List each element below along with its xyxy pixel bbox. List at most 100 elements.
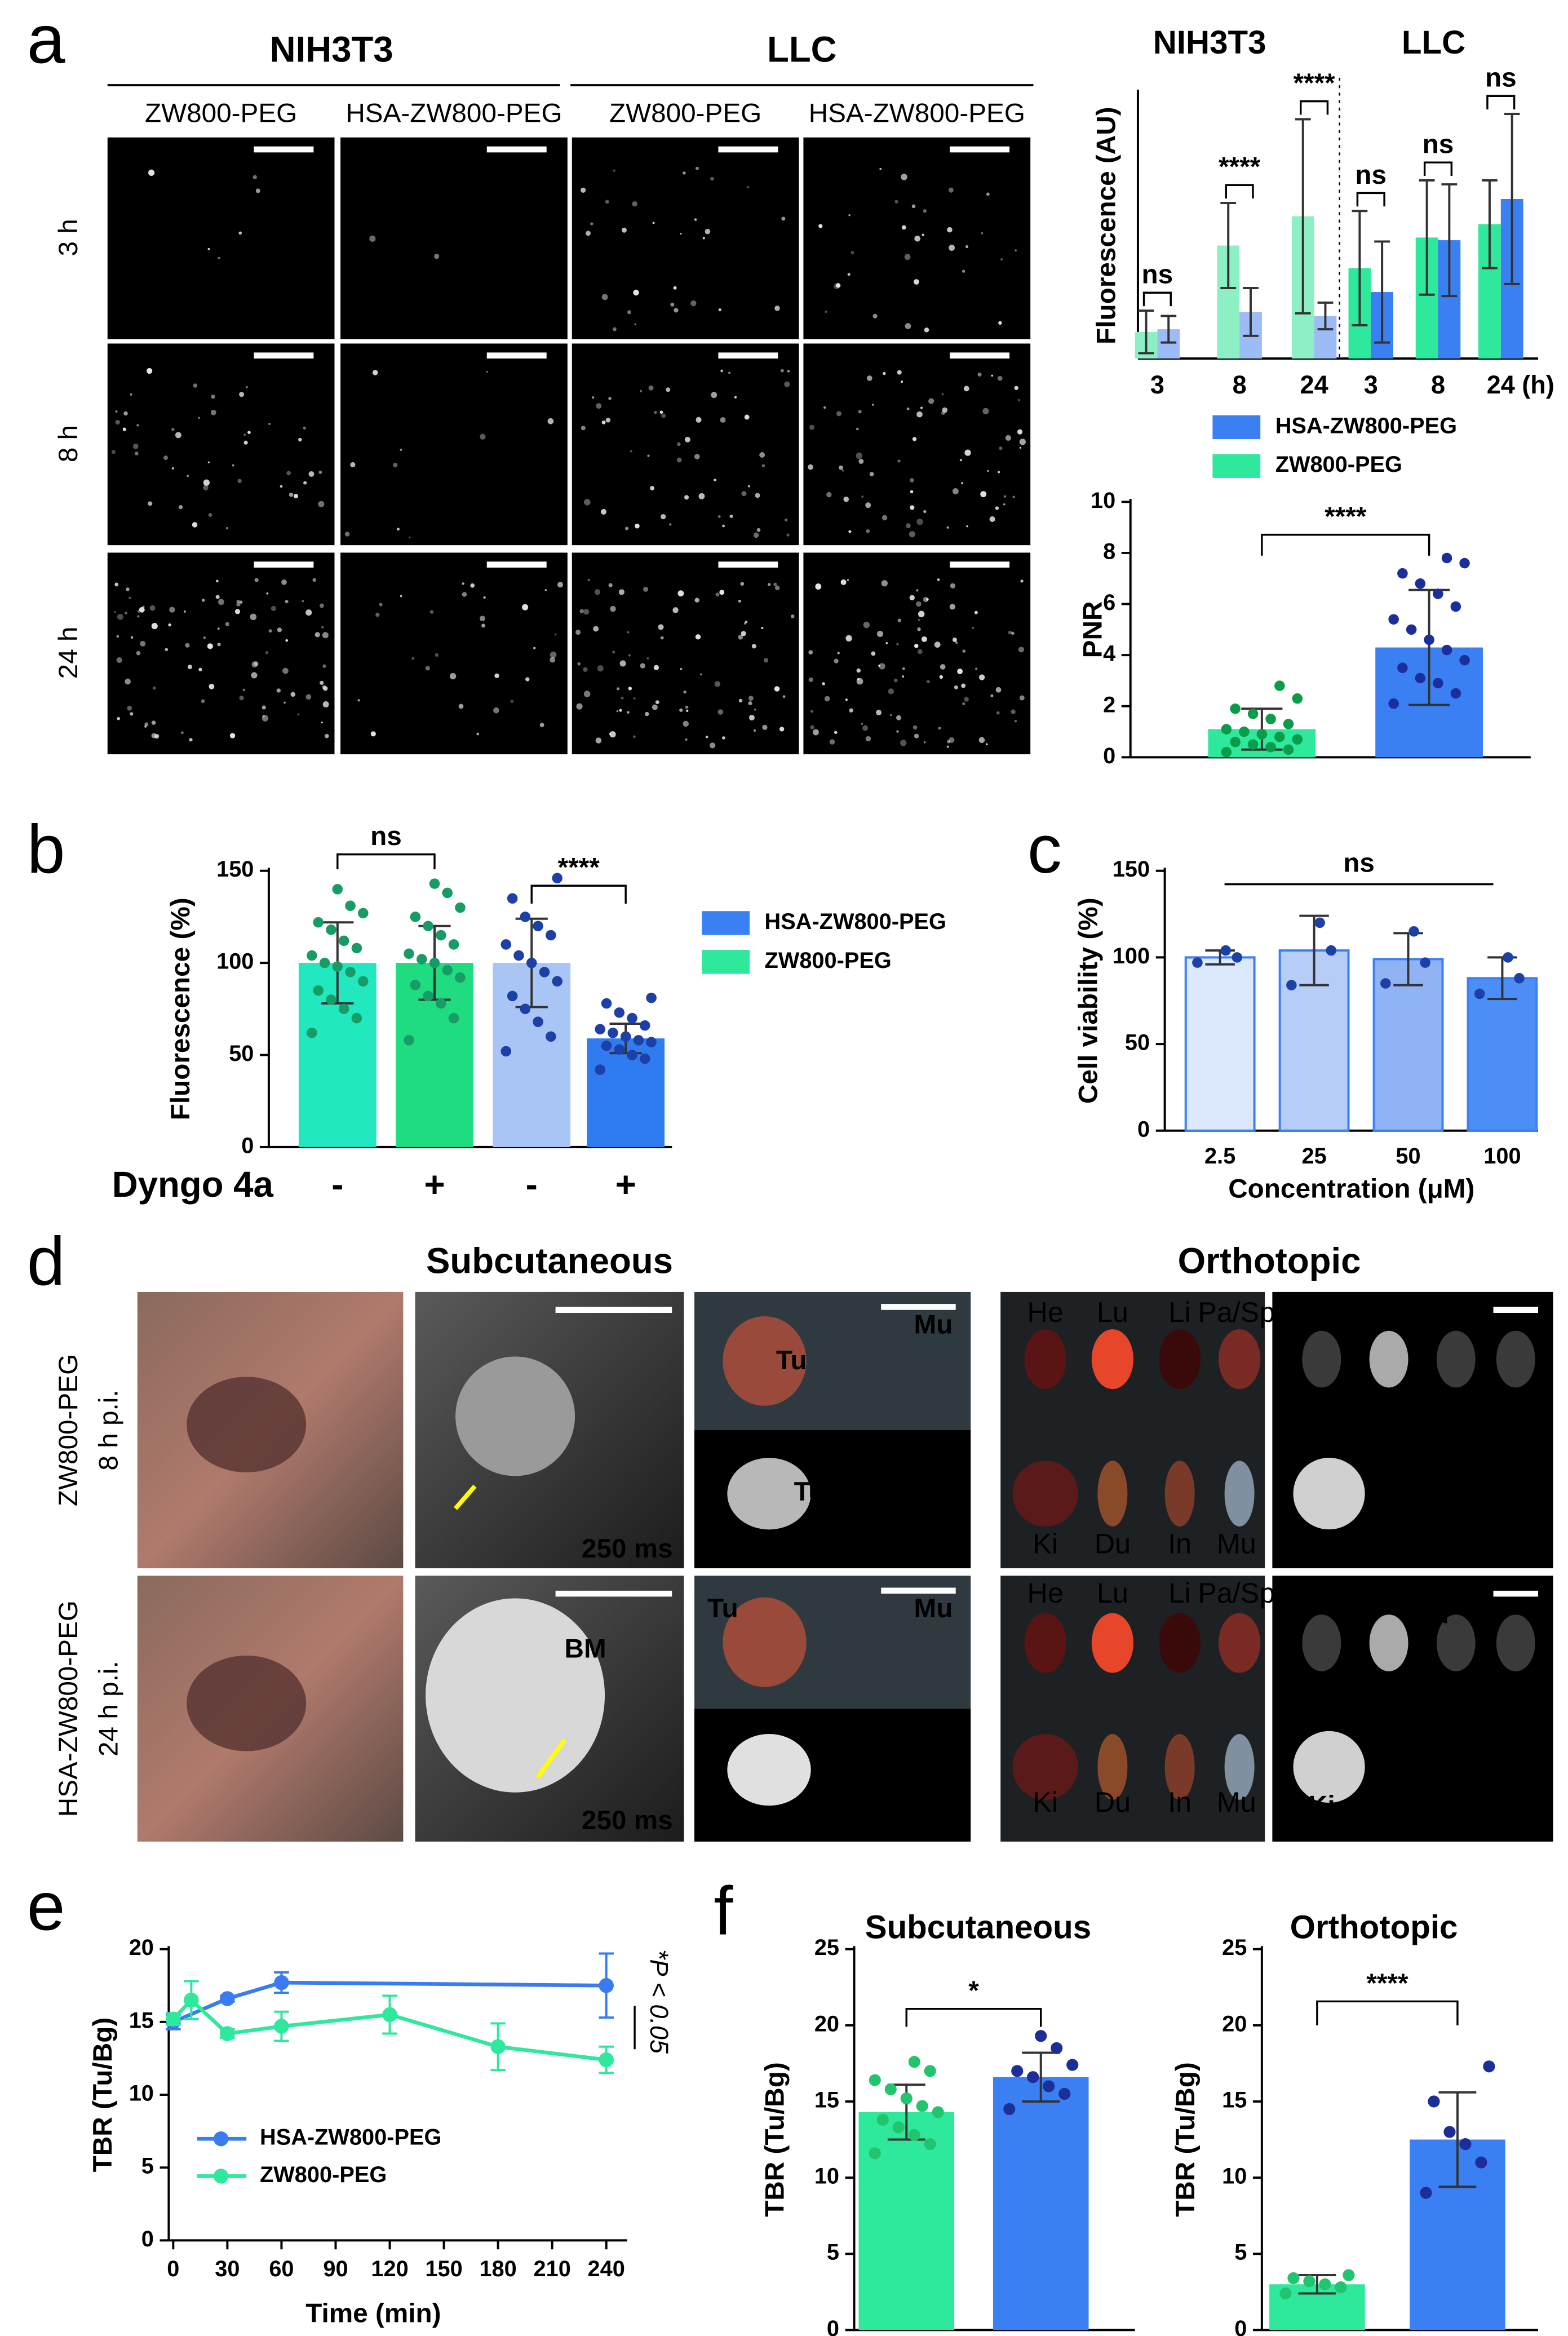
speckle: [647, 454, 650, 457]
significance-bracket: [1423, 161, 1453, 176]
speckle: [621, 696, 624, 700]
series-point: [166, 2011, 181, 2027]
data-point: [1326, 945, 1337, 956]
speckle: [136, 424, 139, 427]
y-tick-label: 15: [814, 2087, 839, 2112]
speckle: [612, 327, 617, 331]
significance-label: ****: [1219, 152, 1261, 182]
organ-label: Li: [1169, 1296, 1191, 1328]
organ: [1091, 1329, 1133, 1390]
speckle: [897, 618, 902, 622]
speckle: [243, 433, 246, 436]
y-tick-label: 100: [216, 949, 254, 974]
x-unit: (h): [1522, 370, 1554, 399]
organ: [1164, 1461, 1195, 1527]
speckle: [583, 609, 590, 615]
y-tick-label: 20: [129, 1935, 154, 1960]
organ-label: Du: [1095, 1528, 1131, 1560]
y-tick-label: 5: [1234, 2240, 1247, 2265]
speckle: [825, 311, 827, 313]
speckle: [851, 251, 854, 255]
speckle: [180, 731, 184, 735]
speckle: [989, 516, 995, 522]
data-point: [1343, 2269, 1355, 2281]
speckle: [847, 273, 851, 276]
speckle: [247, 431, 251, 434]
speckle: [576, 703, 583, 710]
organ: [1012, 1461, 1078, 1527]
bar: [1467, 977, 1538, 1132]
significance-bracket: [1261, 533, 1430, 556]
speckle: [522, 604, 529, 610]
speckle: [878, 664, 880, 667]
speckle: [841, 469, 844, 472]
speckle: [963, 386, 969, 392]
speckle: [961, 482, 963, 484]
group-title: LLC: [767, 30, 837, 70]
speckle: [486, 370, 489, 373]
speckle: [115, 410, 118, 413]
data-point: [1433, 589, 1443, 599]
speckle: [619, 660, 626, 667]
speckle: [720, 417, 726, 423]
speckle: [947, 227, 953, 233]
micrograph: [340, 137, 568, 339]
nir-organ: [1436, 1614, 1476, 1671]
speckle: [774, 585, 780, 591]
speckle: [203, 636, 206, 639]
image-label: 250 ms: [582, 1534, 673, 1564]
speckle: [774, 306, 780, 311]
speckle: [266, 592, 269, 595]
speckle: [193, 383, 198, 388]
speckle: [148, 169, 155, 176]
legend-marker: [213, 2169, 229, 2184]
speckle: [289, 492, 294, 497]
y-axis-label: TBR (Tu/Bg): [88, 2018, 118, 2173]
data-point: [869, 2147, 881, 2160]
speckle: [579, 609, 584, 613]
speckle: [232, 464, 234, 467]
legend-label: ZW800-PEG: [765, 948, 892, 973]
speckle: [711, 392, 717, 399]
speckle: [628, 654, 631, 657]
row-label: 24 h p.i.: [94, 1661, 124, 1757]
speckle: [866, 529, 870, 533]
x-tick-label: 120: [371, 2257, 408, 2281]
speckle: [808, 650, 813, 655]
speckle: [755, 493, 760, 498]
data-point: [1221, 724, 1232, 735]
image-label: Mu: [914, 1309, 953, 1339]
series-point: [184, 1992, 199, 2008]
x-tick-label: 2.5: [1204, 1144, 1235, 1169]
speckle: [900, 740, 907, 746]
x-tick-label: 90: [323, 2257, 348, 2281]
speckle: [276, 688, 281, 693]
speckle: [137, 615, 140, 618]
x-tick-label: 180: [479, 2257, 516, 2281]
data-point: [869, 2074, 881, 2086]
speckle: [265, 651, 269, 654]
x-tick-label: -: [331, 1165, 343, 1205]
speckle: [1019, 695, 1025, 701]
speckle: [941, 393, 944, 396]
speckle: [185, 643, 190, 648]
data-point: [351, 943, 362, 954]
speckle: [640, 390, 643, 392]
data-point: [357, 908, 369, 919]
speckle: [321, 722, 323, 724]
speckle: [315, 632, 320, 638]
organ-label: He: [1027, 1577, 1063, 1609]
data-point: [1420, 2187, 1432, 2199]
data-point: [633, 1035, 644, 1046]
significance-label: ****: [1325, 502, 1367, 532]
speckle: [476, 732, 480, 736]
data-point: [1303, 2275, 1315, 2288]
speckle: [198, 667, 202, 671]
speckle: [862, 725, 869, 731]
speckle: [980, 491, 987, 498]
error-bar: [1419, 179, 1435, 296]
speckle: [949, 737, 955, 744]
y-tick-label: 10: [1222, 2164, 1247, 2189]
image-label: Mu: [914, 1435, 953, 1465]
data-point: [1043, 2080, 1055, 2092]
